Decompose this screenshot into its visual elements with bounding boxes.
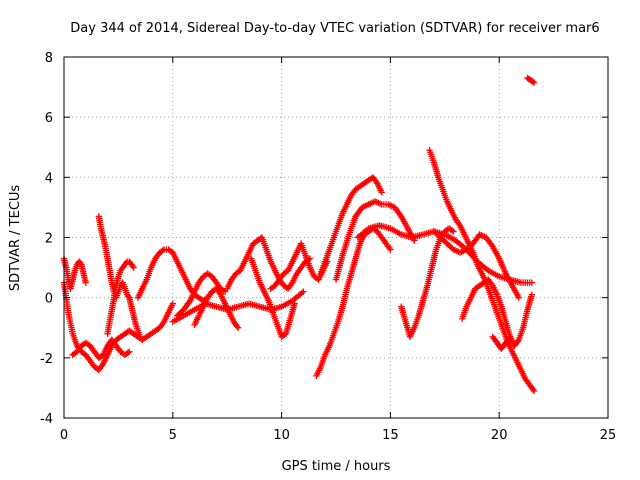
data-point [529,78,537,86]
data-point [530,79,538,86]
x-tick-label: 10 [273,428,290,443]
data-point [506,333,514,340]
data-point [528,279,536,286]
chart-title: Day 344 of 2014, Sidereal Day-to-day VTE… [70,21,599,36]
axis-ticks [63,56,609,419]
x-tick-labels: 0 5 10 15 20 25 [60,428,616,443]
data-point [378,189,385,196]
y-tick-label: 2 [45,232,53,247]
x-tick-label: 15 [382,428,399,443]
data-point [300,288,307,295]
x-tick-label: 20 [491,428,508,443]
y-tick-label: 6 [45,111,53,126]
y-tick-label: -2 [40,352,53,367]
data-point [159,247,166,254]
data-point [130,264,137,271]
data-point [82,279,89,286]
data-point [530,387,538,395]
data-points [60,74,538,395]
data-point [450,228,457,235]
y-tick-label: -4 [40,412,53,427]
y-tick-labels: -4 -2 0 2 4 6 8 [40,51,53,427]
data-point [234,324,242,331]
data-point [387,246,394,253]
data-point [169,300,176,307]
data-point [291,300,298,307]
data-point [515,294,522,301]
data-point [126,348,133,356]
x-tick-label: 5 [169,428,177,443]
y-axis-label: SDTVAR / TECUs [8,185,23,292]
y-tick-label: 0 [45,292,53,307]
data-point [136,333,144,340]
data-point [124,349,132,357]
y-tick-label: 4 [45,171,53,186]
x-tick-label: 0 [60,428,68,443]
y-tick-label: 8 [45,51,53,66]
data-point [528,291,536,298]
data-point [448,227,456,234]
data-point [220,287,227,294]
x-axis-label: GPS time / hours [282,459,391,474]
x-tick-label: 25 [600,428,617,443]
